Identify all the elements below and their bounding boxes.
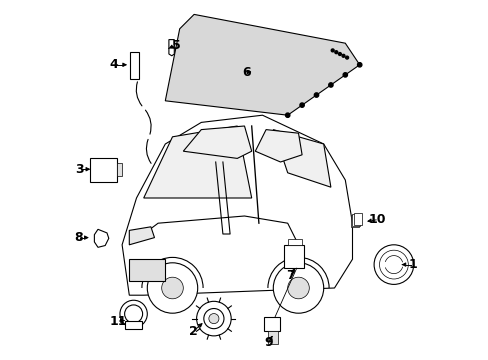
Text: 9: 9 — [264, 336, 272, 349]
Bar — [129, 52, 139, 79]
Bar — [352, 214, 360, 226]
Circle shape — [334, 51, 337, 54]
Polygon shape — [129, 227, 154, 245]
Circle shape — [299, 103, 304, 107]
Text: 1: 1 — [408, 258, 416, 271]
Bar — [287, 239, 302, 245]
Circle shape — [330, 49, 333, 52]
Text: 3: 3 — [75, 163, 84, 176]
Bar — [267, 331, 277, 344]
Polygon shape — [183, 126, 251, 158]
Circle shape — [373, 245, 413, 284]
Circle shape — [343, 73, 347, 77]
Polygon shape — [168, 40, 174, 56]
Bar — [124, 321, 142, 329]
Circle shape — [285, 113, 289, 117]
Polygon shape — [255, 130, 302, 162]
Text: 7: 7 — [285, 269, 294, 282]
Polygon shape — [94, 229, 108, 247]
Text: 10: 10 — [368, 213, 386, 226]
Circle shape — [338, 53, 341, 55]
Text: 6: 6 — [242, 66, 250, 78]
Bar — [350, 215, 358, 227]
Polygon shape — [129, 259, 165, 281]
Text: 11: 11 — [109, 315, 127, 328]
Polygon shape — [273, 130, 330, 187]
Bar — [284, 245, 303, 268]
Circle shape — [162, 277, 183, 299]
Bar — [264, 317, 280, 331]
Circle shape — [345, 56, 348, 59]
Bar — [354, 213, 362, 225]
Text: 4: 4 — [110, 58, 118, 71]
Circle shape — [328, 83, 332, 87]
Polygon shape — [143, 126, 251, 198]
Circle shape — [314, 93, 318, 97]
Circle shape — [357, 63, 361, 67]
Text: 2: 2 — [189, 325, 197, 338]
Polygon shape — [165, 14, 359, 115]
Bar — [90, 158, 117, 182]
Text: 5: 5 — [171, 39, 180, 51]
Circle shape — [342, 54, 344, 57]
Circle shape — [147, 263, 197, 313]
Circle shape — [208, 314, 219, 324]
Text: 8: 8 — [74, 231, 82, 244]
Circle shape — [273, 263, 323, 313]
Circle shape — [287, 277, 309, 299]
Bar — [117, 163, 122, 176]
